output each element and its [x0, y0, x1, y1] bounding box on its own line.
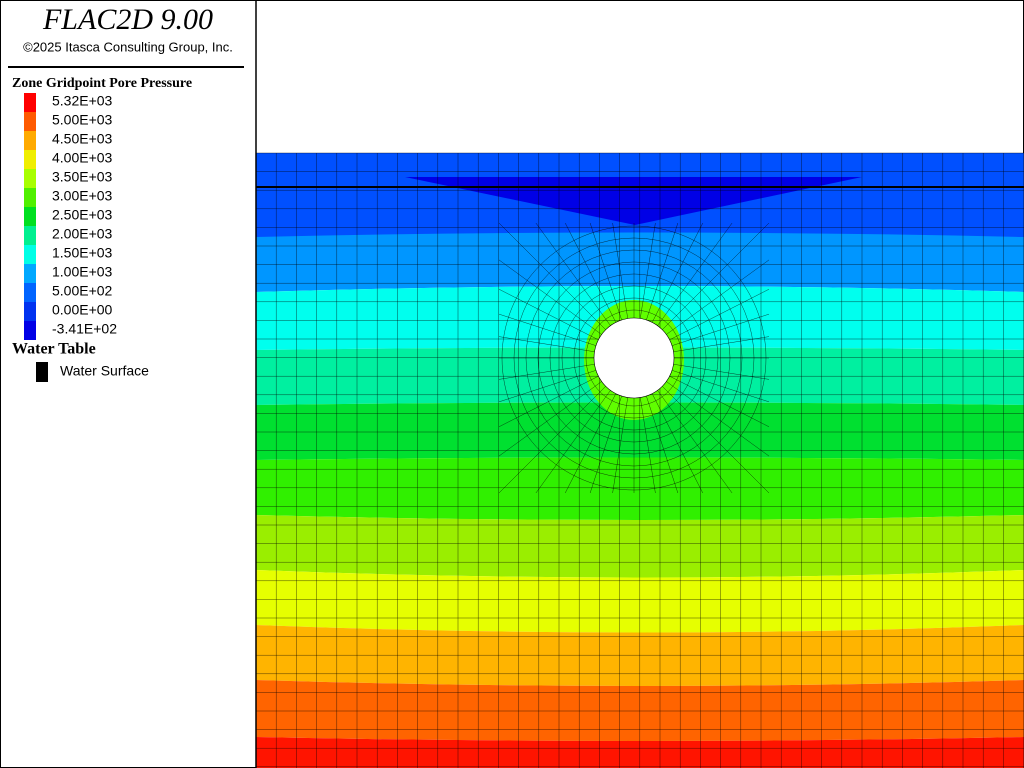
legend-label: 1.50E+03	[52, 245, 113, 261]
mesh-line	[589, 222, 622, 321]
mesh-line	[535, 390, 611, 494]
legend-label: Water Surface	[60, 363, 149, 379]
legend-label: 2.50E+03	[52, 207, 113, 223]
mesh-line	[669, 288, 770, 341]
mesh-line	[498, 375, 599, 428]
legend-label: 2.00E+03	[52, 226, 113, 242]
legend-swatch	[24, 169, 36, 188]
mesh-line	[498, 222, 606, 330]
legend-swatch	[24, 226, 36, 245]
legend-label: 3.50E+03	[52, 169, 113, 185]
mesh-line	[671, 313, 770, 346]
legend-swatch	[36, 362, 48, 382]
legend-swatch	[24, 131, 36, 150]
legend-swatch	[24, 112, 36, 131]
legend-swatch	[24, 207, 36, 226]
mesh-line	[498, 313, 597, 346]
mesh-line	[646, 395, 679, 494]
mesh-line	[662, 222, 770, 330]
legend-label: 5.00E+03	[52, 112, 113, 128]
mesh-ring	[501, 225, 767, 491]
legend-swatch	[24, 188, 36, 207]
mesh-line	[673, 364, 770, 380]
mesh-line	[498, 381, 602, 457]
legend-swatch	[24, 93, 36, 112]
legend-swatch	[24, 302, 36, 321]
legend-swatch	[24, 245, 36, 264]
contour-plot	[255, 152, 1024, 768]
legend-swatch	[24, 283, 36, 302]
mesh-line	[535, 222, 611, 326]
tunnel-hole	[593, 317, 675, 399]
mesh-line	[498, 336, 595, 352]
mesh-line	[662, 386, 770, 494]
mesh-line	[651, 393, 704, 494]
mesh-ring	[573, 297, 695, 419]
mesh-ring	[561, 285, 707, 431]
mesh-line	[498, 288, 599, 341]
mesh-line	[498, 386, 606, 494]
mesh-line	[640, 222, 656, 319]
mesh-line	[671, 370, 770, 403]
legend-label: 3.00E+03	[52, 188, 113, 204]
wedge	[405, 177, 862, 225]
legend-label: 1.00E+03	[52, 264, 113, 280]
mesh-line	[564, 222, 617, 323]
mesh	[255, 152, 1024, 768]
legend-swatch	[24, 321, 36, 340]
mesh-line	[666, 381, 770, 457]
mesh-ring	[513, 237, 755, 479]
mesh-line	[657, 222, 733, 326]
mesh-ring	[585, 309, 683, 407]
legend-label: 5.00E+02	[52, 283, 113, 299]
water-table-title: Water Table	[12, 341, 96, 358]
legend-swatch	[24, 264, 36, 283]
legend: 5.32E+03 5.00E+03 4.50E+03 4.00E+03 3.50E+03…	[24, 93, 117, 340]
mesh-line	[669, 375, 770, 428]
legend-label: 4.50E+03	[52, 131, 113, 147]
mesh-line	[646, 222, 679, 321]
mesh-line	[651, 222, 704, 323]
legend-title: Zone Gridpoint Pore Pressure	[12, 76, 192, 91]
mesh-line	[673, 336, 770, 352]
app-title: FLAC2D 9.00	[42, 3, 213, 36]
mesh-line	[498, 370, 597, 403]
mesh-ring	[537, 261, 731, 455]
legend-label: -3.41E+02	[52, 321, 117, 337]
mesh-line	[640, 397, 656, 494]
legend-label: 5.32E+03	[52, 93, 113, 109]
water-table-legend: Water Surface	[36, 362, 149, 382]
mesh-ring	[525, 249, 743, 467]
mesh-line	[564, 393, 617, 494]
copyright: ©2025 Itasca Consulting Group, Inc.	[23, 39, 233, 54]
mesh-line	[498, 364, 595, 380]
mesh-line	[612, 397, 628, 494]
legend-label: 0.00E+00	[52, 302, 113, 318]
mesh-ring	[549, 273, 719, 443]
mesh-line	[666, 259, 770, 335]
legend-swatch	[24, 150, 36, 169]
mesh-line	[657, 390, 733, 494]
mesh-line	[498, 259, 602, 335]
mesh-line	[612, 222, 628, 319]
legend-label: 4.00E+03	[52, 150, 113, 166]
mesh-line	[589, 395, 622, 494]
